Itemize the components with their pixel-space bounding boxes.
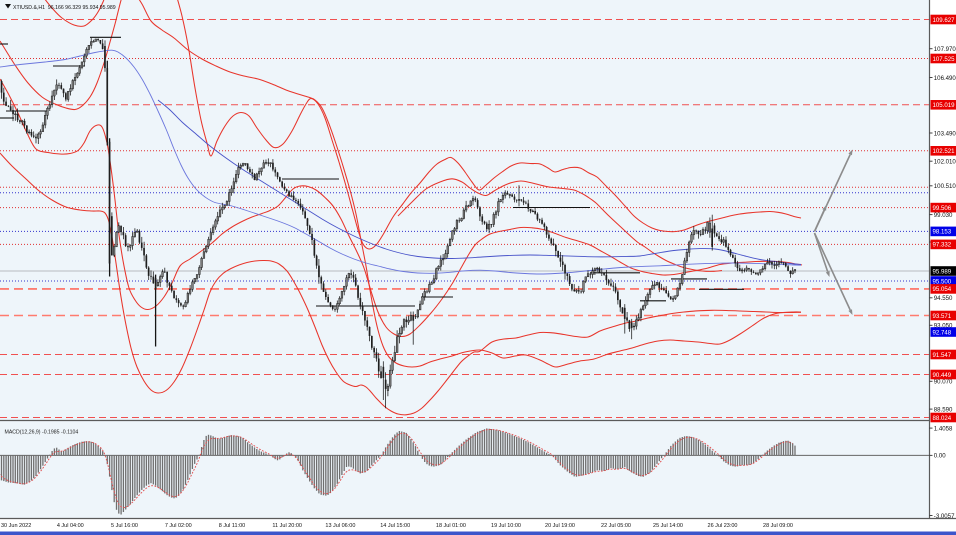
svg-text:103.490: 103.490 <box>934 130 956 137</box>
svg-text:4 Jul 04:00: 4 Jul 04:00 <box>57 523 84 529</box>
svg-text:92.748: 92.748 <box>933 329 952 336</box>
svg-text:0.00: 0.00 <box>934 453 946 460</box>
svg-text:98.153: 98.153 <box>933 229 952 236</box>
svg-text:20 Jul 19:00: 20 Jul 19:00 <box>545 523 575 529</box>
svg-text:88.590: 88.590 <box>934 406 953 413</box>
svg-text:94.550: 94.550 <box>934 295 953 302</box>
svg-text:93.571: 93.571 <box>933 313 952 320</box>
svg-text:95.989: 95.989 <box>933 268 952 275</box>
svg-text:107.970: 107.970 <box>934 46 956 53</box>
svg-text:90.449: 90.449 <box>933 372 952 379</box>
svg-text:99.030: 99.030 <box>934 212 953 219</box>
svg-text:26 Jul 23:00: 26 Jul 23:00 <box>708 523 738 529</box>
svg-text:28 Jul 09:00: 28 Jul 09:00 <box>763 523 793 529</box>
svg-text:30 Jun 2022: 30 Jun 2022 <box>1 523 31 529</box>
svg-text:95.054: 95.054 <box>933 286 952 293</box>
svg-text:93.050: 93.050 <box>934 323 953 330</box>
svg-text:5 Jul 16:00: 5 Jul 16:00 <box>111 523 138 529</box>
svg-text:90.070: 90.070 <box>934 379 953 386</box>
svg-text:97.332: 97.332 <box>933 242 952 249</box>
svg-text:106.490: 106.490 <box>934 75 956 82</box>
svg-text:109.627: 109.627 <box>933 17 956 24</box>
svg-text:14 Jul 15:00: 14 Jul 15:00 <box>380 523 410 529</box>
svg-text:11 Jul 20:00: 11 Jul 20:00 <box>272 523 302 529</box>
svg-text:25 Jul 14:00: 25 Jul 14:00 <box>653 523 683 529</box>
svg-text:91.547: 91.547 <box>933 352 952 359</box>
svg-text:XTIUSD.&,H1 96.166 96.329 95.: XTIUSD.&,H1 96.166 96.329 95.934 95.989 <box>13 5 116 11</box>
svg-text:102.521: 102.521 <box>933 148 956 155</box>
svg-text:-3.0057: -3.0057 <box>934 513 955 520</box>
svg-text:102.010: 102.010 <box>934 159 956 166</box>
svg-text:22 Jul 05:00: 22 Jul 05:00 <box>601 523 631 529</box>
svg-text:1.4058: 1.4058 <box>934 425 953 432</box>
svg-text:13 Jul 06:00: 13 Jul 06:00 <box>325 523 355 529</box>
svg-text:107.525: 107.525 <box>933 56 956 63</box>
svg-text:95.500: 95.500 <box>933 278 952 285</box>
svg-text:105.019: 105.019 <box>933 102 956 109</box>
svg-text:8 Jul 11:00: 8 Jul 11:00 <box>219 523 246 529</box>
svg-text:19 Jul 10:00: 19 Jul 10:00 <box>491 523 521 529</box>
svg-text:88.024: 88.024 <box>933 415 952 422</box>
svg-text:7 Jul 02:00: 7 Jul 02:00 <box>165 523 192 529</box>
svg-text:100.510: 100.510 <box>934 183 956 190</box>
svg-text:18 Jul 01:00: 18 Jul 01:00 <box>436 523 466 529</box>
svg-text:99.506: 99.506 <box>933 205 952 212</box>
svg-text:MACD(12,26,9) -0.1985 -0.1104: MACD(12,26,9) -0.1985 -0.1104 <box>5 430 79 436</box>
